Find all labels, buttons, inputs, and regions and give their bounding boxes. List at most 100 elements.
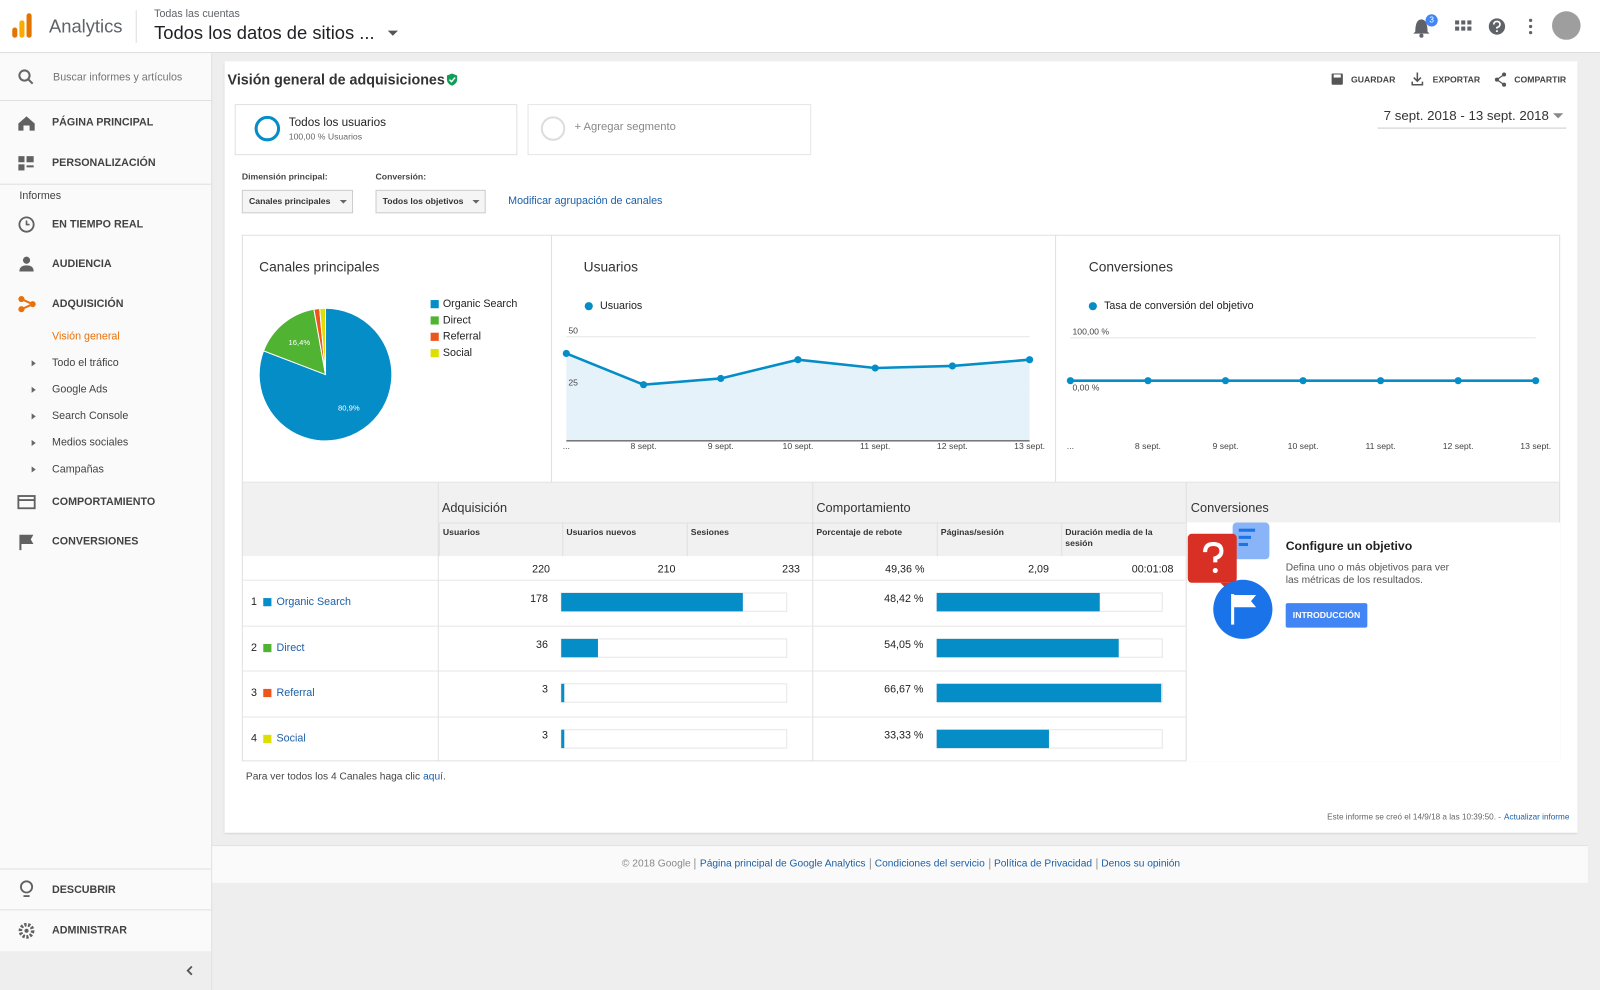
- modify-link[interactable]: Modificar agrupación de canales: [508, 194, 663, 207]
- total-value: 210: [657, 563, 676, 576]
- point: [717, 374, 725, 383]
- column-separator: [438, 522, 440, 557]
- segment-detail: 100,00 % Usuarios: [288, 131, 363, 142]
- row-name[interactable]: Organic Search: [276, 595, 351, 609]
- nav-item[interactable]: ADMINISTRAR: [52, 924, 128, 937]
- nav-item[interactable]: ADQUISICIÓN: [52, 297, 124, 311]
- point: [562, 349, 570, 358]
- y-tick-label: 0,00 %: [1072, 382, 1100, 393]
- pie-slice: [319, 307, 327, 375]
- point: [1221, 377, 1230, 385]
- bell-icon[interactable]: [1413, 14, 1438, 38]
- nav-subitem[interactable]: Google Ads: [52, 383, 108, 396]
- nav-item[interactable]: CONVERSIONES: [52, 535, 139, 548]
- export-icon[interactable]: [1411, 72, 1424, 86]
- nav-subitem[interactable]: Todo el tráfico: [52, 356, 119, 370]
- row-name[interactable]: Referral: [276, 686, 315, 699]
- pie-label: 16,4%: [288, 338, 310, 347]
- goal-text: Defina uno o más objetivos para ver las …: [1285, 562, 1450, 586]
- app-name: Analytics: [48, 16, 123, 37]
- nav-subitem[interactable]: Search Console: [52, 410, 129, 423]
- dropdown-caret: [339, 200, 347, 204]
- users-value: 3: [541, 729, 548, 742]
- legend-label: Usuarios: [599, 299, 643, 313]
- conversion-dropdown[interactable]: [375, 189, 486, 214]
- note-link[interactable]: aquí: [423, 771, 443, 783]
- column-separator: [686, 522, 688, 557]
- nav-item[interactable]: PÁGINA PRINCIPAL: [52, 116, 154, 129]
- users-bar: [561, 592, 743, 612]
- row-rank: 4: [251, 732, 257, 745]
- conversion-value[interactable]: Todos los objetivos: [382, 195, 464, 206]
- report-note: Este informe se creó el 14/9/18 a las 10…: [1327, 813, 1569, 821]
- header-line: [438, 522, 1186, 524]
- row-name[interactable]: Direct: [276, 641, 305, 654]
- bounce-value: 54,05 %: [884, 638, 924, 651]
- more-icon[interactable]: [1528, 18, 1533, 35]
- search-icon[interactable]: [18, 69, 34, 85]
- add-segment-box[interactable]: [527, 104, 812, 156]
- footer-link[interactable]: Política de Privacidad: [988, 858, 1093, 870]
- dimension-label: Dimensión principal:: [241, 171, 328, 182]
- nav-item[interactable]: COMPORTAMIENTO: [52, 495, 156, 509]
- date-range[interactable]: 7 sept. 2018 - 13 sept. 2018: [1383, 107, 1549, 123]
- action-button[interactable]: EXPORTAR: [1432, 74, 1481, 85]
- share-icon[interactable]: [1494, 72, 1507, 87]
- help-icon[interactable]: [1488, 18, 1506, 35]
- apps-icon[interactable]: [1455, 20, 1472, 31]
- row-line: [242, 579, 1186, 581]
- x-tick-label: 9 sept.: [1212, 440, 1239, 451]
- column-header[interactable]: Sesiones: [690, 526, 729, 537]
- footer-link[interactable]: Condiciones del servicio: [869, 858, 985, 870]
- nav-item[interactable]: DESCUBRIR: [52, 883, 116, 896]
- total-value: 233: [782, 563, 800, 576]
- property-caret[interactable]: [387, 30, 398, 36]
- action-button[interactable]: GUARDAR: [1351, 74, 1396, 85]
- nav-item[interactable]: EN TIEMPO REAL: [52, 218, 144, 231]
- column-header[interactable]: Porcentaje de rebote: [816, 526, 903, 537]
- row-swatch: [263, 734, 272, 743]
- column-separator: [1061, 522, 1063, 557]
- dimension-value[interactable]: Canales principales: [248, 195, 331, 206]
- nav-subitem-active[interactable]: Visión general: [52, 330, 120, 343]
- legend-swatch: [430, 332, 439, 341]
- footer-link[interactable]: Denos su opinión: [1096, 858, 1181, 870]
- save-icon[interactable]: [1331, 73, 1343, 85]
- goal-button-label[interactable]: INTRODUCCIÓN: [1292, 610, 1361, 621]
- column-header[interactable]: Páginas/sesión: [940, 526, 1004, 537]
- goal-title: Configure un objetivo: [1285, 538, 1413, 554]
- collapse-icon[interactable]: [186, 965, 193, 976]
- gear-icon: [18, 922, 35, 939]
- search-box[interactable]: Buscar informes y artículos: [53, 71, 183, 84]
- date-caret[interactable]: [1553, 113, 1564, 119]
- sidebar-divider: [0, 909, 212, 911]
- segment-box[interactable]: [234, 104, 518, 156]
- point: [948, 362, 956, 370]
- nav-item[interactable]: PERSONALIZACIÓN: [52, 156, 156, 170]
- sub-arrows: [31, 360, 36, 473]
- action-button[interactable]: COMPARTIR: [1514, 74, 1567, 85]
- legend-label: Organic Search: [442, 297, 518, 311]
- property-name[interactable]: Todos los datos de sitios ...: [154, 22, 375, 43]
- x-tick-label: 10 sept.: [782, 440, 814, 451]
- column-header[interactable]: Usuarios: [442, 526, 480, 537]
- add-segment[interactable]: + Agregar segmento: [574, 120, 676, 134]
- row-name[interactable]: Social: [276, 732, 306, 745]
- nav-subitem[interactable]: Medios sociales: [52, 436, 129, 449]
- y-tick-label: 100,00 %: [1072, 326, 1110, 337]
- nav-item[interactable]: AUDIENCIA: [52, 257, 112, 271]
- segment-ring: [254, 115, 281, 142]
- nav-subitem[interactable]: Campañas: [52, 463, 104, 476]
- breadcrumb[interactable]: Todas las cuentas: [154, 7, 240, 21]
- column-header[interactable]: Usuarios nuevos: [566, 526, 637, 537]
- column-header[interactable]: Duración media de la sesión: [1065, 526, 1153, 548]
- goal-illustration: [1187, 522, 1273, 639]
- copyright: © 2018 Google: [621, 858, 691, 870]
- footer-link[interactable]: Página principal de Google Analytics: [694, 858, 866, 870]
- sidebar-collapse-bar[interactable]: [0, 951, 212, 990]
- x-tick-label: 13 sept.: [1520, 440, 1552, 451]
- avatar[interactable]: [1552, 11, 1581, 40]
- dimension-dropdown[interactable]: [241, 189, 354, 214]
- goal-button[interactable]: [1285, 603, 1368, 628]
- report-link[interactable]: Actualizar informe: [1504, 812, 1570, 822]
